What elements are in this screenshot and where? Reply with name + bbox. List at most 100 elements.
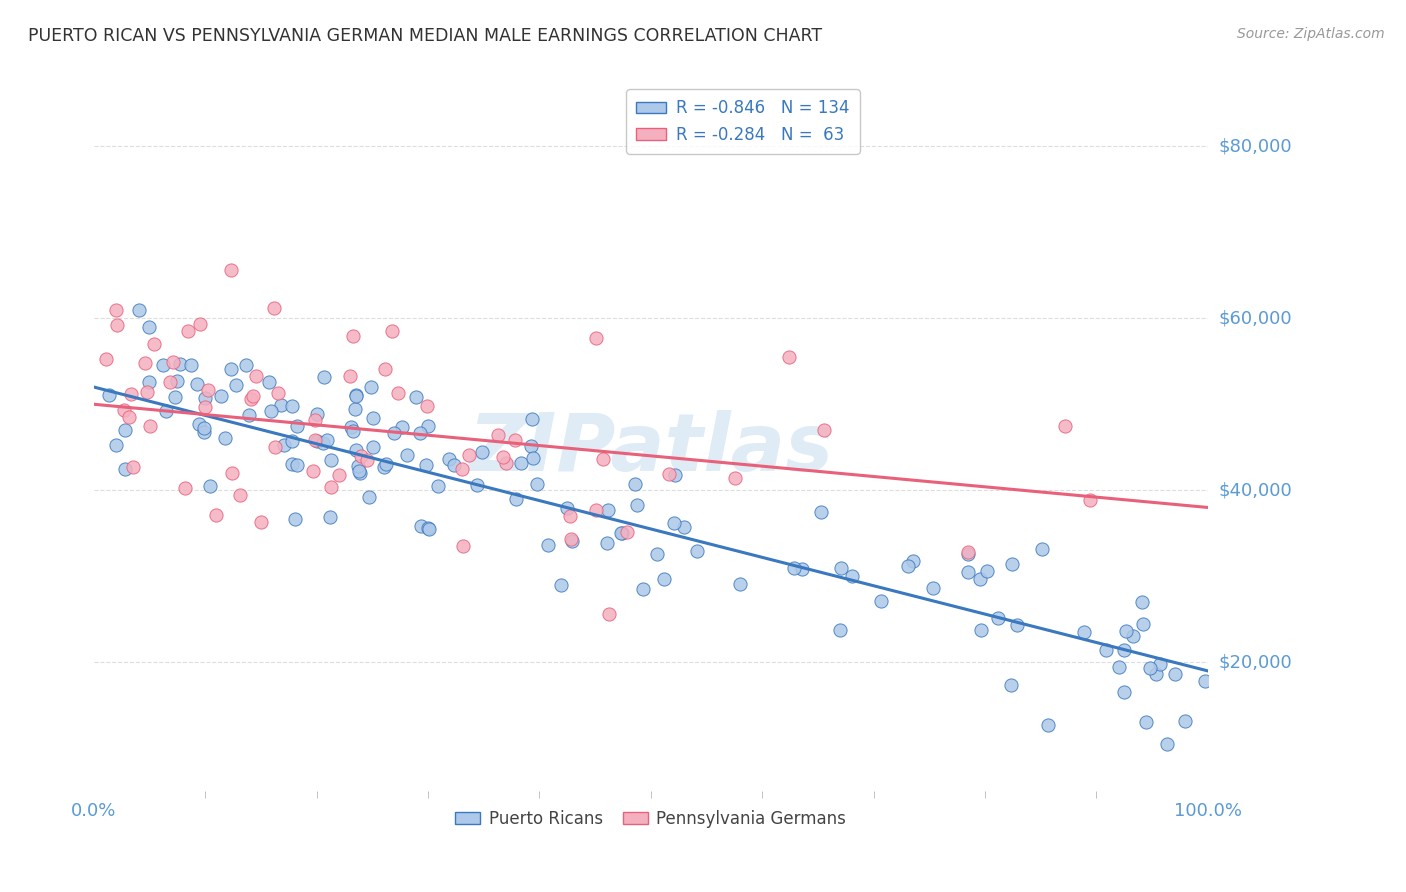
Point: [405, 390, 427, 404]
Point: [225, 378, 247, 392]
Point: [235, 358, 257, 372]
Text: PUERTO RICAN VS PENNSYLVANIA GERMAN MEDIAN MALE EARNINGS CORRELATION CHART: PUERTO RICAN VS PENNSYLVANIA GERMAN MEDI…: [28, 27, 823, 45]
Point: [957, 545, 980, 559]
Point: [1149, 657, 1171, 671]
Point: [197, 383, 219, 397]
Point: [1130, 595, 1153, 609]
Point: [373, 460, 395, 475]
Point: [359, 490, 381, 504]
Point: [319, 510, 342, 524]
Text: $20,000: $20,000: [1219, 653, 1292, 672]
Point: [520, 412, 543, 426]
Point: [561, 533, 583, 548]
Point: [128, 303, 150, 318]
Point: [344, 388, 367, 402]
Point: [96, 351, 118, 366]
Point: [280, 434, 302, 448]
Point: [495, 456, 517, 470]
Point: [198, 479, 221, 493]
Point: [550, 578, 572, 592]
Point: [307, 434, 329, 449]
Point: [492, 450, 515, 464]
Legend: Puerto Ricans, Pennsylvania Germans: Puerto Ricans, Pennsylvania Germans: [449, 803, 853, 834]
Point: [686, 544, 709, 558]
Point: [177, 325, 200, 339]
Point: [1135, 714, 1157, 729]
Point: [194, 391, 217, 405]
Point: [328, 467, 350, 482]
Point: [312, 436, 335, 450]
Point: [347, 458, 370, 473]
Point: [270, 398, 292, 412]
Point: [969, 572, 991, 586]
Point: [610, 526, 633, 541]
Point: [194, 400, 217, 414]
Point: [307, 407, 329, 421]
Point: [624, 476, 647, 491]
Point: [830, 624, 852, 638]
Point: [598, 607, 620, 622]
Point: [537, 538, 560, 552]
Point: [344, 389, 367, 403]
Point: [724, 470, 747, 484]
Point: [555, 500, 578, 515]
Point: [273, 438, 295, 452]
Point: [631, 582, 654, 596]
Point: [105, 438, 128, 452]
Point: [437, 452, 460, 467]
Point: [239, 392, 262, 406]
Point: [415, 458, 437, 472]
Point: [728, 577, 751, 591]
Point: [245, 368, 267, 383]
Point: [486, 428, 509, 442]
Point: [1139, 661, 1161, 675]
Text: $80,000: $80,000: [1219, 137, 1292, 155]
Point: [187, 417, 209, 432]
Point: [159, 376, 181, 390]
Point: [361, 441, 384, 455]
Point: [314, 370, 336, 384]
Text: ZIPatlas: ZIPatlas: [468, 409, 834, 488]
Point: [347, 464, 370, 478]
Point: [1156, 738, 1178, 752]
Point: [560, 532, 582, 546]
Point: [143, 337, 166, 351]
Point: [1164, 666, 1187, 681]
Point: [443, 458, 465, 472]
Point: [263, 301, 285, 315]
Point: [778, 351, 800, 365]
Point: [616, 524, 638, 539]
Point: [114, 462, 136, 476]
Point: [219, 362, 242, 376]
Point: [522, 450, 544, 465]
Point: [1132, 616, 1154, 631]
Point: [1174, 714, 1197, 728]
Point: [471, 445, 494, 459]
Point: [257, 376, 280, 390]
Point: [1001, 557, 1024, 571]
Point: [1115, 624, 1137, 639]
Text: $60,000: $60,000: [1219, 310, 1292, 327]
Point: [304, 434, 326, 448]
Point: [782, 560, 804, 574]
Point: [315, 433, 337, 447]
Point: [596, 536, 619, 550]
Point: [211, 389, 233, 403]
Point: [260, 403, 283, 417]
Point: [264, 440, 287, 454]
Point: [166, 374, 188, 388]
Point: [409, 425, 432, 440]
Point: [1054, 419, 1077, 434]
Point: [340, 419, 363, 434]
Point: [121, 459, 143, 474]
Point: [626, 498, 648, 512]
Point: [1078, 492, 1101, 507]
Point: [409, 519, 432, 533]
Point: [560, 509, 582, 524]
Point: [138, 375, 160, 389]
Point: [342, 329, 364, 343]
Point: [1114, 643, 1136, 657]
Point: [664, 516, 686, 530]
Point: [418, 522, 440, 536]
Point: [830, 561, 852, 575]
